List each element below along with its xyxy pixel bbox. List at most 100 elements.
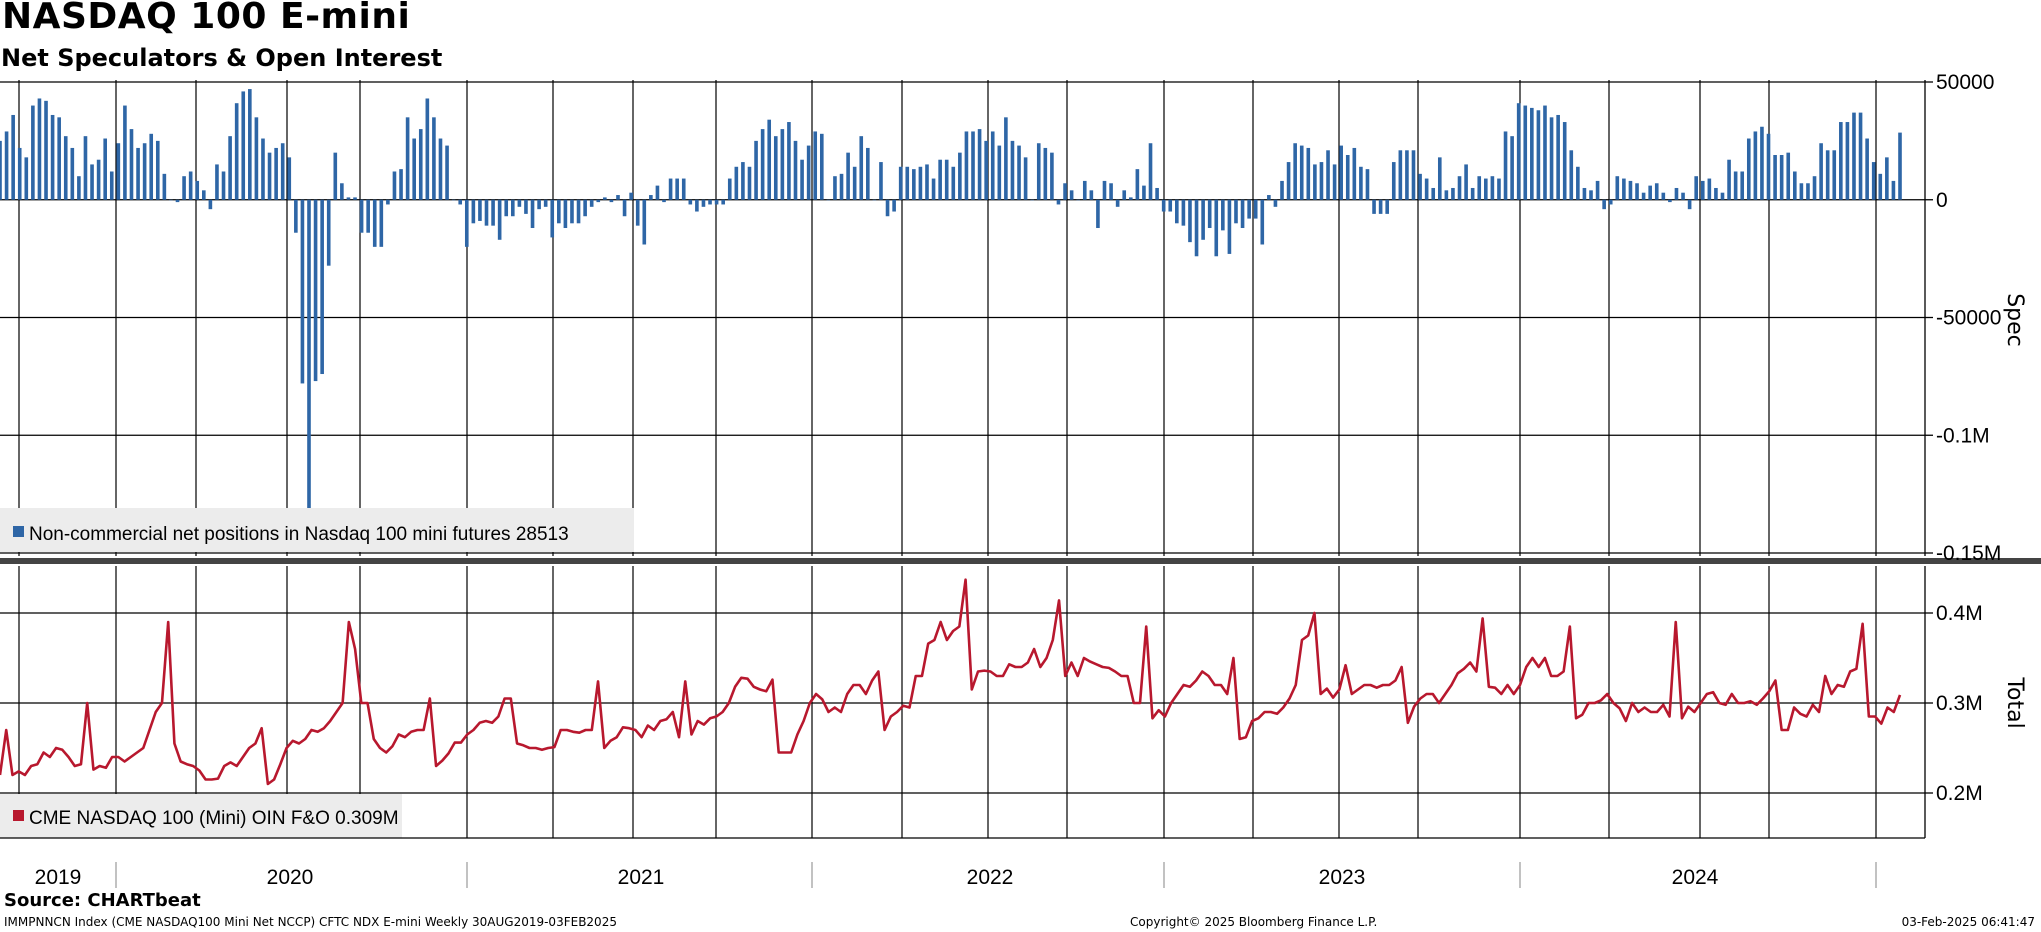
spec-bar: [333, 152, 338, 200]
spec-bar: [1746, 138, 1751, 200]
spec-bar: [1431, 187, 1436, 200]
spec-bar: [1786, 152, 1791, 200]
spec-axis-title: Spec: [2002, 293, 2027, 347]
spec-bar: [655, 185, 660, 200]
spec-bar: [103, 138, 107, 200]
spec-bar: [1714, 187, 1718, 200]
spec-bar: [1779, 155, 1784, 200]
spec-bar: [1069, 190, 1074, 200]
spec-bar: [1188, 199, 1192, 243]
spec-bar: [280, 143, 285, 200]
spec-bar: [576, 199, 581, 224]
spec-bar: [1773, 155, 1777, 200]
spec-bar: [366, 199, 370, 233]
spec-bar: [491, 199, 495, 226]
spec-bar: [866, 147, 870, 200]
spec-bar: [1727, 159, 1731, 200]
spec-bar: [123, 105, 127, 200]
spec-bar: [622, 199, 627, 217]
x-tick-label: 2023: [1319, 866, 1366, 889]
spec-bar: [1457, 176, 1462, 200]
spec-panel: 50000 0 -50000 -0.1M -0.15M Spec Non-commerc…: [0, 71, 2027, 565]
spec-bar: [1247, 199, 1251, 219]
total-line: [0, 578, 1902, 786]
spec-bar: [918, 166, 923, 200]
spec-bar: [1181, 199, 1186, 226]
spec-bar: [24, 157, 29, 200]
spec-bar: [1898, 132, 1902, 200]
spec-bar: [826, 199, 831, 201]
spec-bar: [274, 147, 278, 200]
spec-bar: [1306, 147, 1311, 200]
spec-bar: [649, 195, 653, 200]
spec-bar: [760, 129, 765, 200]
spec-bar: [1635, 183, 1639, 200]
spec-bar: [563, 199, 568, 229]
x-tick-label: 2022: [967, 866, 1014, 889]
spec-bar: [1319, 162, 1324, 200]
spec-bar: [1253, 199, 1258, 219]
spec-bar: [1451, 187, 1455, 200]
spec-bar: [754, 140, 758, 200]
spec-bar: [1102, 180, 1107, 200]
spec-bar: [1687, 199, 1692, 210]
spec-bar: [464, 199, 469, 247]
spec-bar: [537, 199, 541, 210]
spec-bar: [668, 178, 673, 200]
spec-bar: [787, 122, 791, 200]
spec-bar: [971, 131, 975, 200]
spec-legend[interactable]: Non-commercial net positions in Nasdaq 1…: [0, 508, 634, 552]
spec-bar: [1812, 176, 1817, 200]
spec-bar: [793, 140, 798, 200]
spec-bar: [1260, 199, 1265, 245]
spec-bar: [1017, 145, 1021, 200]
spec-bar: [96, 159, 101, 200]
spec-bar: [846, 152, 850, 200]
spec-bar: [340, 183, 344, 200]
spec-bar: [136, 147, 140, 200]
spec-bar: [326, 199, 331, 266]
spec-bar: [1201, 199, 1205, 240]
spec-bar: [1865, 138, 1869, 200]
spec-bar: [392, 171, 397, 200]
x-tick-label: 2024: [1672, 866, 1719, 889]
spec-bar: [1023, 157, 1028, 200]
spec-bar: [550, 199, 555, 238]
spec-bar: [1050, 152, 1054, 200]
spec-bar: [1536, 110, 1541, 200]
chart-subtitle: Net Speculators & Open Interest: [1, 44, 443, 72]
y-tick-label: 0: [1936, 189, 1948, 212]
spec-bar: [1760, 126, 1764, 200]
spec-bar: [1885, 157, 1889, 200]
spec-bar: [813, 131, 818, 200]
spec-bar: [1076, 199, 1081, 201]
spec-legend-swatch: [13, 526, 24, 537]
spec-y-axis: 50000 0 -50000 -0.1M -0.15M: [1925, 71, 2001, 565]
spec-bar: [1615, 176, 1620, 200]
spec-bar: [1477, 176, 1482, 200]
spec-bar: [1582, 187, 1587, 200]
spec-bar: [958, 152, 962, 200]
spec-bar: [1674, 187, 1679, 200]
spec-bar: [1628, 180, 1633, 200]
spec-bar: [721, 199, 725, 205]
spec-bar: [399, 169, 403, 200]
y-tick-label: 0.4M: [1936, 602, 1983, 625]
spec-bar: [1418, 173, 1422, 200]
spec-bar: [925, 164, 929, 200]
spec-bar: [747, 166, 752, 200]
spec-bar: [951, 166, 956, 200]
spec-bar: [1799, 183, 1804, 200]
spec-bar: [208, 199, 213, 210]
spec-bar: [1470, 187, 1475, 200]
spec-bar: [1576, 166, 1580, 200]
spec-bar: [267, 152, 272, 200]
spec-bar: [1194, 199, 1199, 257]
total-legend[interactable]: CME NASDAQ 100 (Mini) OIN F&O 0.309M: [0, 794, 402, 838]
spec-bar: [215, 164, 219, 200]
spec-bar: [1128, 197, 1133, 200]
spec-bar: [984, 140, 988, 200]
footer-timestamp: 03-Feb-2025 06:41:47: [1901, 915, 2035, 929]
spec-bar: [1569, 150, 1574, 200]
spec-bar: [1700, 180, 1705, 200]
